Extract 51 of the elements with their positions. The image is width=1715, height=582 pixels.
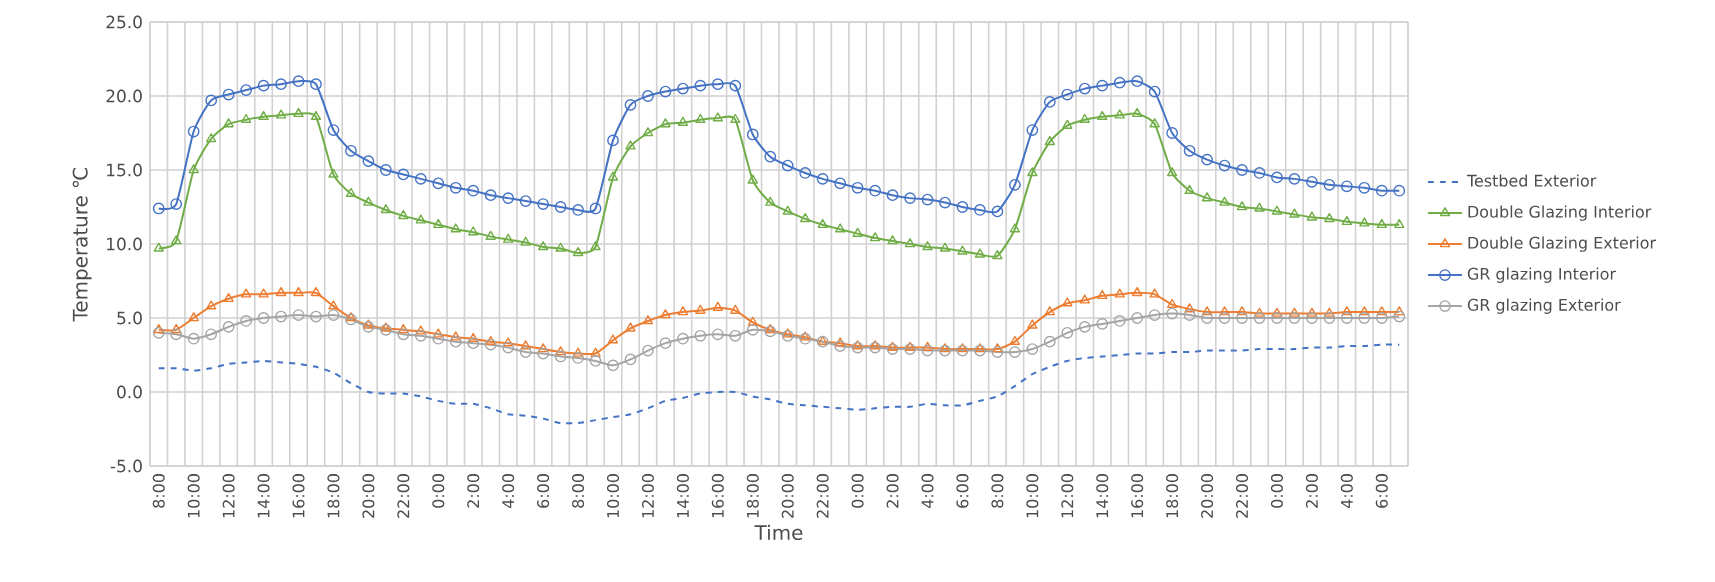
x-tick-label: 4:00	[502, 474, 515, 509]
x-tick-label: 8:00	[152, 474, 165, 508]
y-tick-label: 20.0	[106, 89, 142, 103]
x-axis-title: Time	[754, 524, 803, 541]
line-series	[157, 343, 1401, 425]
y-tick-label: 5.0	[117, 311, 142, 325]
x-tick-label: 10:00	[606, 474, 620, 518]
legend-label: GR glazing Exterior	[1467, 298, 1621, 314]
x-tick-label: 10:00	[1026, 474, 1039, 518]
x-tick-label: 14:00	[1096, 474, 1109, 518]
x-tick-label: 18:00	[746, 474, 759, 518]
x-tick-label: 22:00	[1235, 474, 1249, 518]
x-tick-label: 18:00	[1166, 474, 1179, 518]
x-tick-label: 6:00	[1375, 474, 1388, 508]
x-tick-label: 20:00	[781, 474, 794, 518]
legend-label: Double Glazing Interior	[1468, 205, 1652, 221]
x-tick-label: 12:00	[222, 474, 235, 518]
x-tick-label: 16:00	[292, 474, 305, 518]
x-tick-label: 2:00	[467, 474, 480, 508]
y-tick-label: -5.0	[110, 459, 142, 473]
x-tick-label: 20:00	[362, 474, 375, 518]
x-tick-label: 8:00	[991, 474, 1004, 508]
x-tick-label: 4:00	[921, 474, 934, 509]
x-tick-label: 0:00	[851, 474, 864, 508]
x-tick-label: 2:00	[886, 474, 899, 508]
y-tick-label: 0.0	[117, 385, 142, 399]
x-tick-label: 0:00	[432, 474, 445, 508]
legend-label: Testbed Exterior	[1466, 174, 1597, 187]
x-tick-label: 18:00	[327, 474, 340, 518]
x-tick-label: 6:00	[537, 474, 550, 508]
x-tick-label: 0:00	[1270, 474, 1283, 508]
x-tick-label: 22:00	[397, 474, 410, 518]
y-tick-label: 10.0	[107, 237, 142, 251]
y-axis-title: Temperature ℃	[72, 167, 92, 322]
x-tick-label: 10:00	[187, 474, 200, 518]
x-tick-label: 20:00	[1201, 474, 1214, 518]
legend-label: GR glazing Interior	[1467, 267, 1617, 283]
x-tick-label: 2:00	[1305, 474, 1318, 508]
legend-label: Double Glazing Exterior	[1468, 236, 1657, 252]
x-tick-label: 12:00	[641, 474, 654, 518]
y-tick-label: 15.0	[107, 163, 142, 177]
x-tick-label: 12:00	[1061, 474, 1074, 518]
x-tick-label: 6:00	[956, 474, 969, 508]
x-tick-label: 4:00	[1340, 474, 1353, 509]
y-tick-label: 25.0	[106, 15, 142, 29]
x-tick-label: 16:00	[711, 474, 724, 518]
x-tick-label: 14:00	[676, 474, 689, 518]
x-tick-label: 22:00	[816, 474, 829, 518]
x-tick-label: 16:00	[1131, 474, 1144, 518]
x-tick-label: 8:00	[572, 474, 585, 508]
x-tick-label: 14:00	[257, 474, 270, 518]
